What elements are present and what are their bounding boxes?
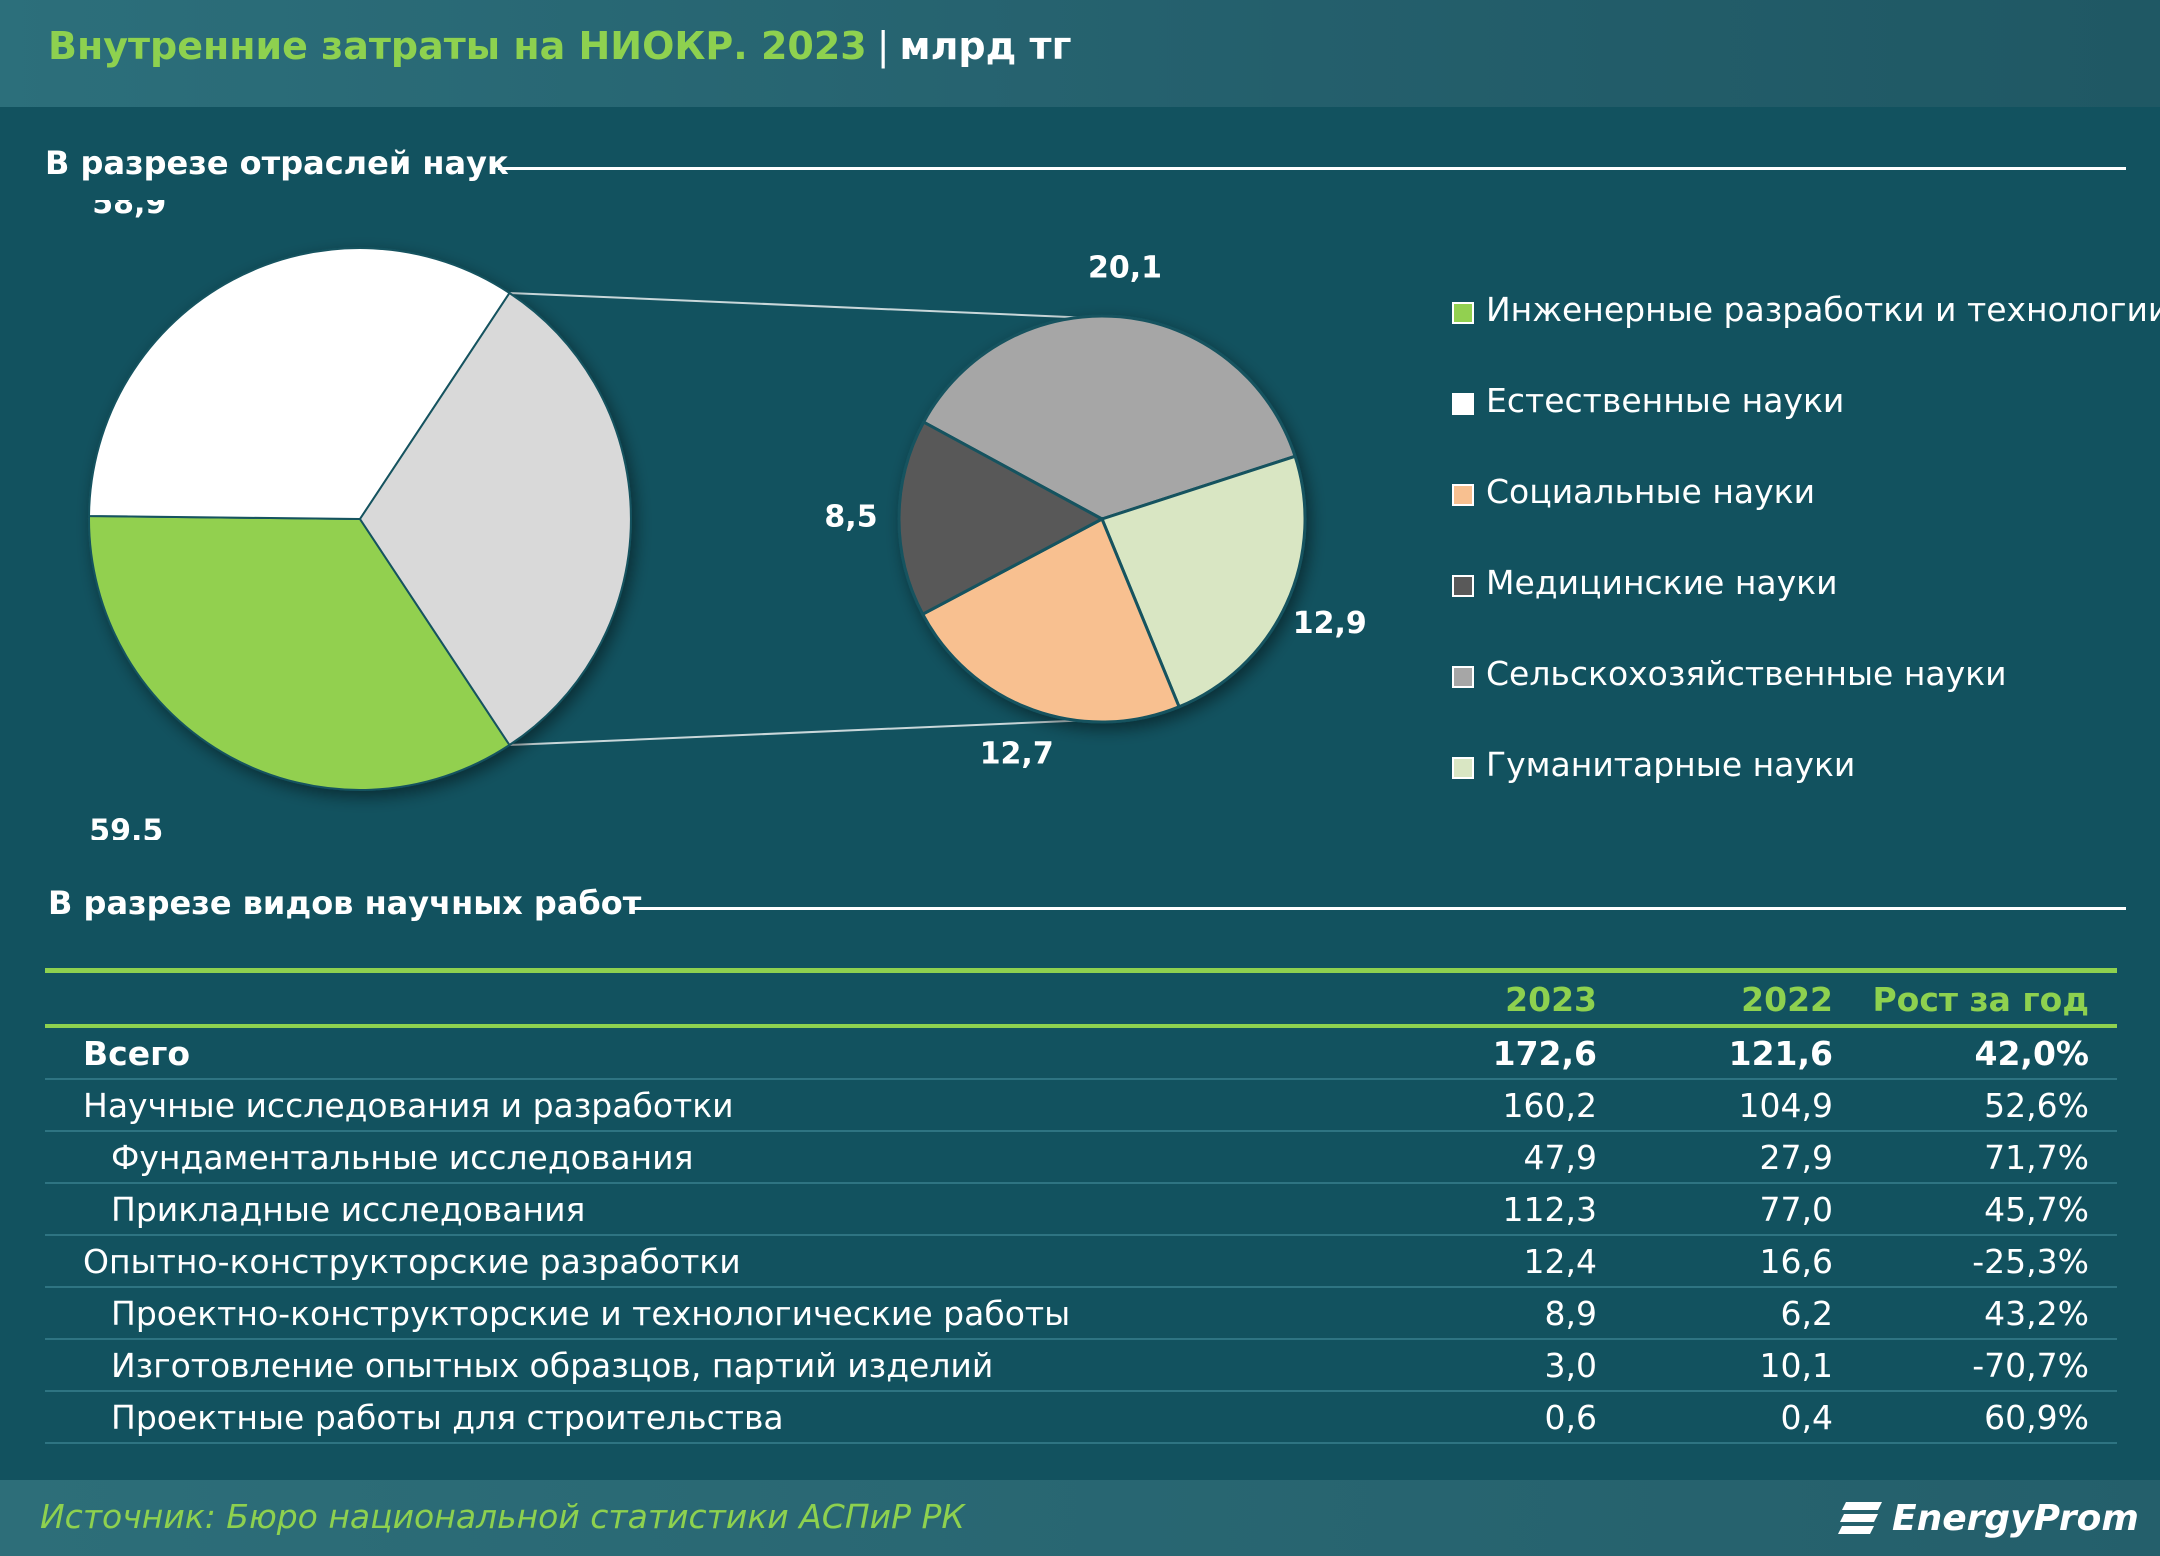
footer-bar: Источник: Бюро национальной статистики А…	[0, 1480, 2160, 1556]
cell-growth: -70,7%	[1972, 1346, 2089, 1385]
legend-swatch	[1452, 484, 1474, 506]
cell-v2023: 0,6	[1544, 1398, 1597, 1437]
col-header-growth: Рост за год	[1872, 980, 2089, 1019]
legend-swatch	[1452, 393, 1474, 415]
cell-v2023: 12,4	[1523, 1242, 1597, 1281]
section-rule-types	[632, 907, 2126, 910]
row-label: Фундаментальные исследования	[111, 1138, 694, 1177]
table-row: Опытно-конструкторские разработки 12,4 16,…	[45, 1236, 2117, 1288]
connector-line-bottom	[509, 719, 1093, 747]
cell-growth: 60,9%	[1984, 1398, 2089, 1437]
logo-text: EnergyProm	[1892, 1498, 2139, 1539]
row-label: Проектно-конструкторские и технологическ…	[111, 1294, 1071, 1333]
cell-v2023: 47,9	[1523, 1138, 1597, 1177]
brand-logo: EnergyProm	[1838, 1492, 2139, 1544]
secondary-pie-slice-3	[897, 420, 1106, 617]
legend-label: Гуманитарные науки	[1486, 745, 1856, 784]
legend-label: Медицинские науки	[1486, 563, 1838, 602]
cell-v2023: 112,3	[1502, 1190, 1597, 1229]
cell-v2022: 104,9	[1738, 1086, 1833, 1125]
table-row: Проектно-конструкторские и технологическ…	[45, 1288, 2117, 1340]
pie-of-pie-chart: 59,5 58,9 20,1 12,9 12,7 8,5	[87, 200, 1367, 840]
col-header-2023: 2023	[1505, 980, 1597, 1019]
legend-label: Инженерные разработки и технологии	[1486, 290, 2160, 329]
row-label: Прикладные исследования	[111, 1190, 586, 1229]
main-pie	[87, 247, 632, 791]
secondary-pie-slice-0	[921, 314, 1297, 521]
secondary-pie-label-3: 8,5	[824, 499, 877, 534]
cell-growth: 71,7%	[1984, 1138, 2089, 1177]
secondary-pie-slice-1	[1099, 454, 1307, 709]
cell-growth: -25,3%	[1972, 1242, 2089, 1281]
table-row: Изготовление опытных образцов, партий из…	[45, 1340, 2117, 1392]
secondary-pie-slice-2	[920, 516, 1182, 724]
cell-v2022: 10,1	[1759, 1346, 1833, 1385]
cell-v2022: 16,6	[1759, 1242, 1833, 1281]
section-rule-fields	[498, 167, 2126, 170]
cell-growth: 45,7%	[1984, 1190, 2089, 1229]
table-header: 2023 2022 Рост за год	[45, 980, 2117, 1024]
cell-v2023: 172,6	[1492, 1034, 1597, 1073]
connector-line-top	[509, 291, 1093, 319]
cell-growth: 42,0%	[1974, 1034, 2090, 1073]
main-pie-slice-0	[87, 514, 511, 791]
table-header-rule	[45, 1024, 2117, 1028]
legend-swatch	[1452, 666, 1474, 688]
table-row: Проектные работы для строительства 0,6 0,4…	[45, 1392, 2117, 1444]
cell-v2022: 121,6	[1728, 1034, 1833, 1073]
energyprom-logo-icon	[1838, 1502, 1882, 1534]
section-title-fields: В разрезе отраслей наук	[45, 144, 509, 182]
row-label: Изготовление опытных образцов, партий из…	[111, 1346, 994, 1385]
cell-v2022: 27,9	[1759, 1138, 1833, 1177]
source-note: Источник: Бюро национальной статистики А…	[40, 1497, 965, 1536]
row-label: Проектные работы для строительства	[111, 1398, 784, 1437]
table-row: Фундаментальные исследования 47,9 27,9 71,7…	[45, 1132, 2117, 1184]
table-row: Научные исследования и разработки 160,2 10…	[45, 1080, 2117, 1132]
page-title: Внутренние затраты на НИОКР. 2023 | млрд т…	[48, 24, 1071, 68]
pie-data-labels: 59,5 58,9 20,1 12,9 12,7 8,5	[89, 200, 1367, 840]
legend-swatch	[1452, 757, 1474, 779]
legend-label: Сельскохозяйственные науки	[1486, 654, 2007, 693]
legend-label: Социальные науки	[1486, 472, 1816, 511]
row-label: Всего	[83, 1034, 191, 1073]
table-row: Всего 172,6 121,6 42,0%	[45, 1028, 2117, 1080]
legend-swatch	[1452, 575, 1474, 597]
table-row: Прикладные исследования 112,3 77,0 45,7%	[45, 1184, 2117, 1236]
main-pie-slice-2	[358, 291, 632, 747]
row-label: Опытно-конструкторские разработки	[83, 1242, 741, 1281]
cell-growth: 43,2%	[1984, 1294, 2089, 1333]
secondary-pie-label-2: 12,7	[980, 737, 1054, 772]
title-text: Внутренние затраты на НИОКР. 2023	[48, 24, 867, 68]
secondary-pie-label-0: 20,1	[1088, 251, 1162, 286]
main-pie-label-0: 59,5	[89, 814, 163, 840]
cell-v2022: 6,2	[1780, 1294, 1833, 1333]
title-unit: млрд тг	[899, 24, 1072, 68]
legend-label: Естественные науки	[1486, 381, 1845, 420]
cell-v2023: 3,0	[1544, 1346, 1597, 1385]
legend-swatch	[1452, 302, 1474, 324]
cell-v2022: 0,4	[1780, 1398, 1833, 1437]
cell-v2022: 77,0	[1759, 1190, 1833, 1229]
table-body: Всего 172,6 121,6 42,0% Научные исследования…	[45, 1028, 2117, 1444]
cell-v2023: 160,2	[1502, 1086, 1597, 1125]
title-separator: |	[876, 24, 890, 68]
pie-connector-lines	[509, 291, 1093, 747]
main-pie-label-1: 58,9	[92, 200, 166, 221]
header-bar: Внутренние затраты на НИОКР. 2023 | млрд т…	[0, 0, 2160, 107]
section-title-types: В разрезе видов научных работ	[48, 884, 642, 922]
secondary-pie	[897, 314, 1307, 724]
table-top-rule	[45, 968, 2117, 973]
col-header-2022: 2022	[1741, 980, 1833, 1019]
row-label: Научные исследования и разработки	[83, 1086, 734, 1125]
cell-growth: 52,6%	[1984, 1086, 2089, 1125]
cell-v2023: 8,9	[1544, 1294, 1597, 1333]
secondary-pie-label-1: 12,9	[1293, 606, 1367, 641]
